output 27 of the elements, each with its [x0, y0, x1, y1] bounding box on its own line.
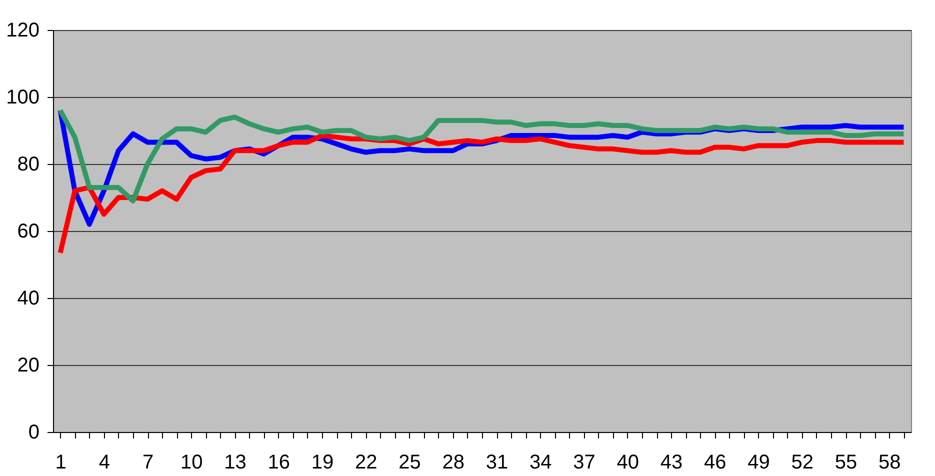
x-tick-label: 43 [660, 452, 683, 474]
x-tick-label: 1 [55, 452, 66, 474]
y-tick-label: 0 [28, 422, 40, 444]
x-tick-label: 25 [398, 452, 421, 474]
x-tick-label: 40 [616, 452, 640, 474]
y-tick-label: 40 [17, 288, 40, 310]
x-tick-label: 22 [355, 452, 378, 474]
x-tick-label: 58 [878, 452, 901, 474]
x-tick-label: 55 [834, 452, 858, 474]
x-tick-label: 16 [268, 452, 290, 474]
x-tick-label: 28 [442, 452, 465, 474]
y-tick-label: 100 [6, 86, 40, 108]
x-tick-label: 34 [530, 452, 552, 474]
x-tick-label: 4 [98, 452, 110, 474]
x-tick-label: 46 [704, 452, 726, 474]
y-tick-label: 20 [17, 354, 40, 376]
x-tick-label: 31 [486, 452, 508, 474]
x-tick-label: 19 [311, 452, 334, 474]
x-tick-label: 7 [142, 452, 154, 474]
x-tick-label: 10 [180, 452, 203, 474]
x-tick-label: 52 [791, 452, 814, 474]
x-tick-label: 49 [748, 452, 770, 474]
x-tick-label: 13 [224, 452, 246, 474]
x-tick-label: 37 [573, 452, 596, 474]
y-tick-label: 120 [6, 20, 40, 42]
y-tick-label: 60 [17, 220, 40, 242]
y-tick-label: 80 [17, 154, 40, 176]
